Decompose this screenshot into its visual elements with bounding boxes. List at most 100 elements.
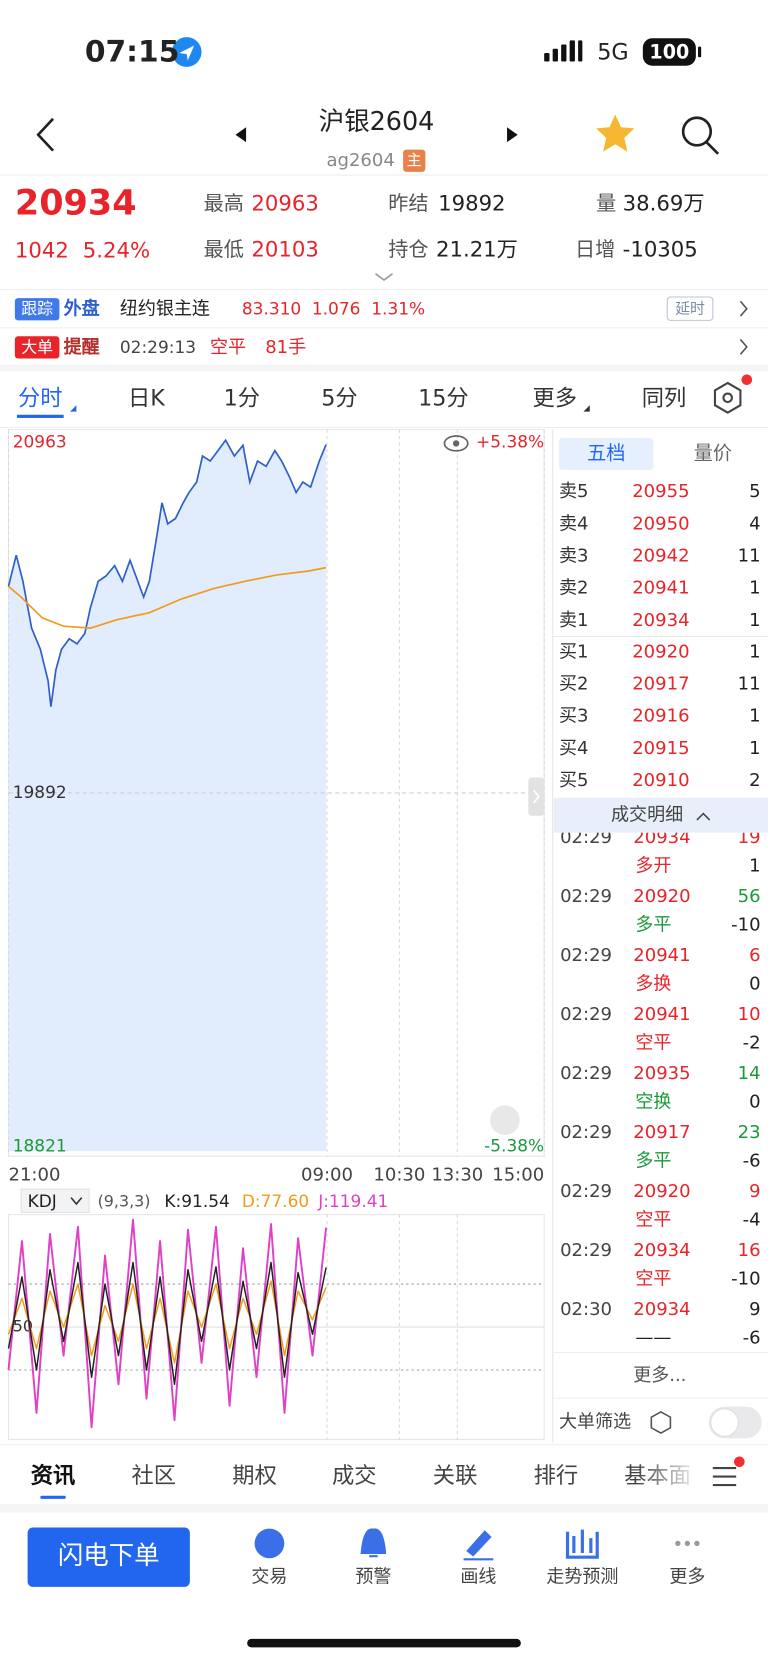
- trade-price: 20935: [633, 1063, 690, 1084]
- favorite-star[interactable]: [596, 114, 635, 152]
- price-area: [8, 440, 327, 1151]
- battery: [642, 38, 696, 66]
- book-price: 20910: [632, 770, 689, 791]
- stat-value: -10305: [623, 237, 698, 262]
- alert-size: 81手: [265, 337, 306, 358]
- chevron[interactable]: [739, 338, 748, 355]
- chevron[interactable]: [739, 300, 748, 317]
- action-label[interactable]: 交易: [251, 1566, 287, 1587]
- trades-title: 成交明细: [611, 805, 683, 826]
- trade-oi: -6: [743, 1151, 761, 1172]
- book-price: 20955: [632, 481, 689, 502]
- book-volume: 11: [738, 545, 761, 566]
- tab-caret: [70, 405, 77, 412]
- trade-oi: 0: [749, 1092, 760, 1113]
- menu-button[interactable]: [712, 1467, 737, 1487]
- collapse-caret: [696, 812, 711, 821]
- trade-volume: 56: [738, 886, 761, 907]
- home-indicator: [247, 1638, 521, 1648]
- search-button[interactable]: [681, 116, 720, 155]
- action-label[interactable]: 更多: [669, 1566, 705, 1587]
- info-tab[interactable]: 关联: [433, 1463, 478, 1489]
- info-tab[interactable]: 成交: [332, 1463, 377, 1489]
- book-label: 买4: [559, 738, 588, 759]
- average-line: [7, 566, 327, 629]
- info-tab[interactable]: 排行: [534, 1463, 579, 1489]
- indicator-caret: [70, 1197, 83, 1206]
- stat-label: 昨结: [388, 191, 428, 215]
- stat-label: 日增: [575, 237, 615, 261]
- info-tab[interactable]: 期权: [232, 1463, 277, 1489]
- trade-time: 02:29: [560, 1181, 612, 1202]
- book-label: 卖2: [559, 578, 588, 599]
- indicator-name[interactable]: KDJ: [28, 1192, 57, 1212]
- book-label: 卖1: [559, 610, 588, 631]
- indicator-params: (9,3,3): [98, 1191, 151, 1210]
- prev-button[interactable]: [235, 127, 247, 143]
- delay-badge: [666, 296, 714, 321]
- book-price: 20915: [632, 738, 689, 759]
- trade-type: 多开: [635, 856, 671, 877]
- settings-button-core: [722, 392, 733, 404]
- book-price: 20916: [632, 706, 689, 727]
- action-label[interactable]: 画线: [460, 1566, 496, 1587]
- trade-time: 02:29: [560, 886, 612, 907]
- toggle-knob: [710, 1408, 739, 1437]
- indicator-readout: J:119.41: [317, 1192, 388, 1212]
- chart-tab[interactable]: 分时: [18, 385, 63, 411]
- book-label: 卖4: [559, 513, 588, 534]
- action-label[interactable]: 走势预测: [546, 1566, 618, 1587]
- info-tab[interactable]: 社区: [132, 1463, 177, 1489]
- book-price: 20950: [632, 513, 689, 534]
- chart-tab[interactable]: 同列: [642, 385, 687, 411]
- foreign-pct: 1.31%: [371, 300, 425, 320]
- x-tick-label: 15:00: [492, 1164, 544, 1185]
- settings-button[interactable]: [713, 381, 742, 414]
- y-tick-label: 19892: [13, 783, 67, 803]
- fullscreen-button[interactable]: [490, 1105, 520, 1136]
- chart-tab[interactable]: 日K: [128, 385, 166, 411]
- foreign-price: 83.310: [242, 300, 301, 320]
- filter-label: 大单筛选: [559, 1412, 631, 1433]
- trades-header: [553, 797, 768, 833]
- chart-tab[interactable]: 15分: [418, 385, 469, 411]
- chart-tab[interactable]: 1分: [224, 385, 260, 411]
- book-label: 买2: [559, 674, 588, 695]
- chart-tab[interactable]: 更多: [533, 385, 578, 411]
- notice-dot: [741, 374, 753, 386]
- next-button[interactable]: [507, 127, 518, 143]
- trade-type: 空平: [635, 1033, 671, 1054]
- trade-price: 20941: [633, 1004, 690, 1025]
- info-tab[interactable]: 资讯: [31, 1463, 76, 1489]
- notice-dot: [734, 1456, 745, 1468]
- x-tick-label: 09:00: [301, 1164, 353, 1185]
- action-icon: [360, 1528, 387, 1558]
- filter-icon: [650, 1410, 672, 1435]
- panel-tab[interactable]: 量价: [694, 442, 732, 465]
- gap: [0, 364, 768, 372]
- action-icon: [254, 1528, 285, 1559]
- book-price: 20920: [632, 641, 689, 662]
- side-handle-arrow: [532, 789, 540, 804]
- eye-pupil: [452, 440, 460, 447]
- trade-oi: 0: [749, 974, 760, 995]
- indicator-readout: K:91.54: [164, 1192, 229, 1212]
- tag-bg: [14, 298, 60, 321]
- more-link[interactable]: 更多...: [633, 1365, 686, 1386]
- badge-text: 主: [407, 151, 422, 169]
- side-handle[interactable]: [528, 777, 545, 816]
- eye-icon[interactable]: [443, 435, 469, 452]
- expand-chevron[interactable]: [375, 273, 393, 282]
- primary-button[interactable]: [27, 1527, 190, 1587]
- trade-oi: -4: [743, 1210, 761, 1231]
- chart-tab[interactable]: 5分: [321, 385, 357, 411]
- stat-value: 38.69万: [623, 192, 705, 217]
- y-tick-label: 20963: [13, 432, 67, 452]
- trade-type: ——: [635, 1327, 671, 1348]
- action-label[interactable]: 预警: [355, 1566, 391, 1587]
- foreign-change: 1.076: [312, 300, 361, 320]
- back-button[interactable]: [36, 117, 55, 152]
- panel-tab[interactable]: 五档: [587, 442, 625, 465]
- indicator-select[interactable]: [20, 1188, 90, 1213]
